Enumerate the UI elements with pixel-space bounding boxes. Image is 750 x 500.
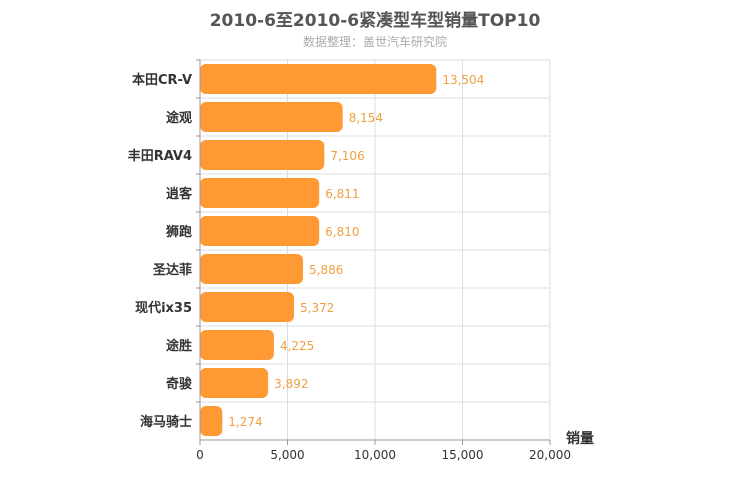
value-label: 8,154 [349,111,383,125]
x-tick-label: 0 [196,448,204,462]
x-tick-label: 20,000 [529,448,571,462]
x-tick-label: 15,000 [442,448,484,462]
x-tick-label: 5,000 [270,448,304,462]
value-label: 3,892 [274,377,308,391]
bar [200,406,223,436]
bar [200,368,269,398]
category-label: 逍客 [166,186,193,202]
value-label: 6,810 [325,225,359,239]
value-label: 7,106 [330,149,364,163]
category-label: 现代ix35 [135,300,192,316]
category-label: 奇骏 [166,376,193,392]
bars-group [200,64,437,436]
bar [200,292,295,322]
category-label: 途胜 [166,338,192,354]
value-label: 5,372 [300,301,334,315]
category-label: 本田CR-V [132,72,192,88]
chart-title: 2010-6至2010-6紧凑型车型销量TOP10 [209,11,541,31]
value-label: 1,274 [228,415,262,429]
x-tick-label: 10,000 [354,448,396,462]
chart-subtitle: 数据整理：盖世汽车研究院 [302,35,447,49]
value-label: 6,811 [325,187,359,201]
value-label: 13,504 [442,73,484,87]
bar [200,102,343,132]
category-label: 丰田RAV4 [128,148,192,164]
bar [200,330,274,360]
x-axis-title: 销量 [566,430,594,447]
value-label: 5,886 [309,263,343,277]
category-label: 途观 [166,110,192,126]
category-label: 圣达菲 [153,262,192,278]
bar [200,178,320,208]
value-label: 4,225 [280,339,314,353]
bar [200,64,437,94]
axes-group: 本田CR-V 13,504 途观 8,154 丰田RAV4 7,106 逍客 6,811 狮跑 6… [128,59,571,462]
category-label: 狮跑 [165,224,192,240]
bar [200,254,304,284]
category-label: 海马骑士 [140,414,192,430]
bar [200,140,325,170]
bar [200,216,320,246]
